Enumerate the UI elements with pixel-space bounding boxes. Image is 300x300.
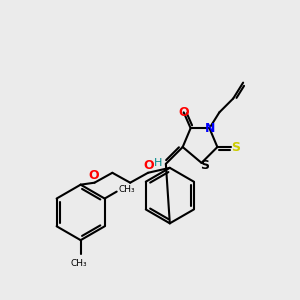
Text: N: N xyxy=(205,122,216,135)
Text: H: H xyxy=(154,158,162,168)
Text: S: S xyxy=(231,140,240,154)
Text: S: S xyxy=(200,159,209,172)
Text: CH₃: CH₃ xyxy=(119,185,135,194)
Text: O: O xyxy=(144,159,154,172)
Text: O: O xyxy=(88,169,99,182)
Text: O: O xyxy=(178,106,189,119)
Text: CH₃: CH₃ xyxy=(70,259,87,268)
